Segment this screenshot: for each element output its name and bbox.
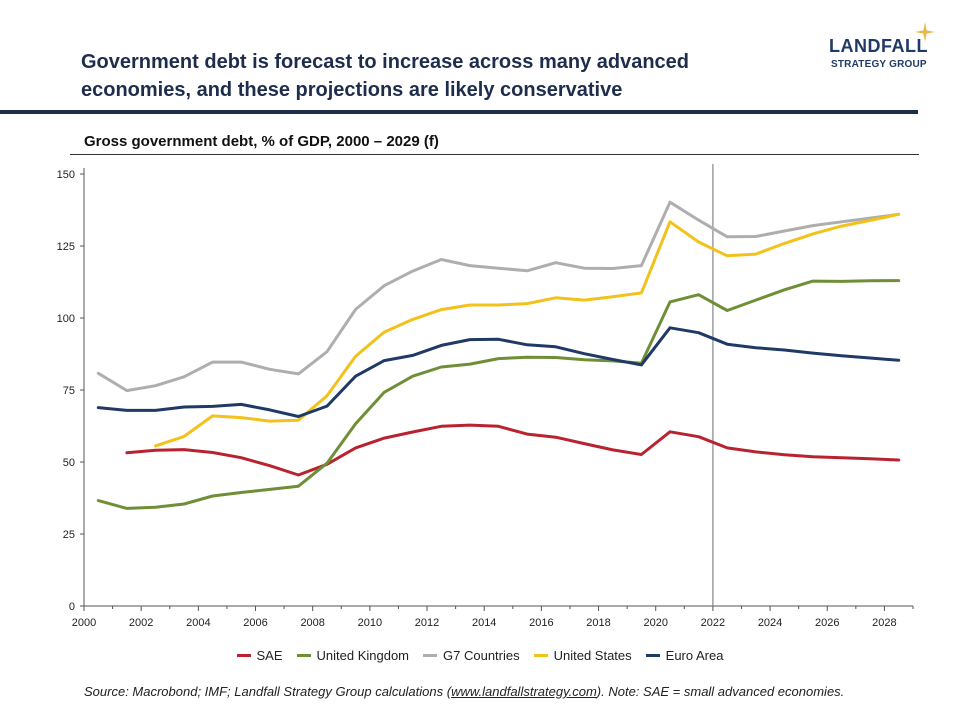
series-line-euro-area	[96, 326, 901, 418]
y-tick-label: 125	[57, 241, 75, 253]
x-tick-label: 2004	[186, 617, 210, 629]
x-tick-label: 2028	[872, 617, 896, 629]
source-prefix: Source: Macrobond; IMF; Landfall Strateg…	[84, 684, 452, 699]
legend-item-euro-area: Euro Area	[645, 648, 724, 663]
y-tick-label: 75	[63, 385, 75, 397]
series-line-united-states	[154, 212, 901, 448]
chart-title-divider	[70, 154, 919, 155]
legend-swatch	[423, 654, 438, 657]
legend-item-united-states: United States	[533, 648, 632, 663]
landfall-logo: LANDFALL STRATEGY GROUP	[829, 22, 939, 72]
y-tick-label: 50	[63, 457, 75, 469]
series-line-sae	[125, 423, 901, 477]
source-suffix: ). Note: SAE = small advanced economies.	[596, 684, 845, 699]
title-divider	[0, 110, 918, 114]
y-tick-label: 100	[57, 313, 75, 325]
legend-swatch	[236, 654, 251, 657]
chart-title: Gross government debt, % of GDP, 2000 – …	[84, 133, 439, 150]
source-note: Source: Macrobond; IMF; Landfall Strateg…	[84, 684, 844, 699]
line-chart: 0 25 50 75 100 125 150 2000 2002 2004 2006 2008 2010…	[57, 164, 914, 629]
source-link[interactable]: www.landfallstrategy.com	[451, 684, 597, 699]
chart-legend: SAE United Kingdom G7 Countries United S…	[0, 648, 960, 663]
x-tick-label: 2010	[358, 617, 382, 629]
x-tick-label: 2008	[300, 617, 324, 629]
legend-item-united-kingdom: United Kingdom	[296, 648, 410, 663]
legend-label: Euro Area	[665, 648, 724, 663]
x-tick-label: 2022	[701, 617, 725, 629]
series-line-g7-countries	[96, 200, 901, 393]
x-tick-label: 2012	[415, 617, 439, 629]
x-tick-label: 2020	[643, 617, 667, 629]
series-line-united-kingdom	[96, 279, 901, 510]
x-tick-label: 2002	[129, 617, 153, 629]
logo-wordmark: LANDFALL	[829, 36, 928, 56]
legend-swatch	[645, 654, 660, 657]
x-tick-label: 2026	[815, 617, 839, 629]
page-title: Government debt is forecast to increase …	[81, 51, 690, 101]
x-tick-label: 2014	[472, 617, 496, 629]
x-tick-label: 2000	[72, 617, 96, 629]
y-tick-label: 0	[69, 601, 75, 613]
legend-label: SAE	[256, 648, 283, 663]
legend-swatch	[533, 654, 548, 657]
legend-label: United States	[553, 648, 632, 663]
star-icon	[915, 22, 935, 42]
y-tick-label: 150	[57, 169, 75, 181]
x-tick-label: 2024	[758, 617, 782, 629]
legend-item-g7-countries: G7 Countries	[423, 648, 520, 663]
legend-label: United Kingdom	[316, 648, 410, 663]
x-tick-label: 2018	[586, 617, 610, 629]
logo-subtitle: STRATEGY GROUP	[831, 59, 927, 70]
legend-label: G7 Countries	[443, 648, 520, 663]
x-tick-label: 2016	[529, 617, 553, 629]
legend-swatch	[296, 654, 311, 657]
legend-item-sae: SAE	[236, 648, 283, 663]
y-tick-label: 25	[63, 529, 75, 541]
x-tick-label: 2006	[243, 617, 267, 629]
